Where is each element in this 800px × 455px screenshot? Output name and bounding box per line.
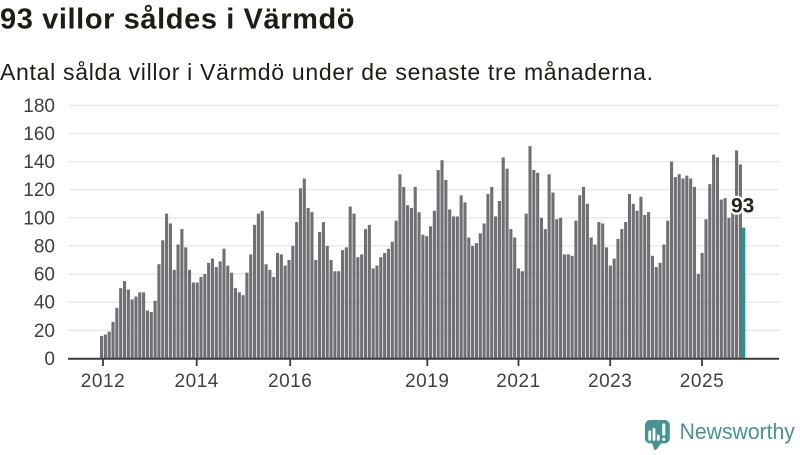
svg-text:2012: 2012 xyxy=(81,371,125,392)
svg-text:2016: 2016 xyxy=(268,371,312,392)
svg-text:80: 80 xyxy=(34,236,55,257)
svg-text:93 villor såldes i Värmdö: 93 villor såldes i Värmdö xyxy=(0,4,355,36)
svg-text:2025: 2025 xyxy=(680,371,724,392)
svg-text:140: 140 xyxy=(23,152,55,173)
svg-text:2021: 2021 xyxy=(496,371,540,392)
svg-text:2023: 2023 xyxy=(588,371,632,392)
svg-text:0: 0 xyxy=(44,349,55,370)
svg-text:100: 100 xyxy=(23,208,55,229)
svg-text:120: 120 xyxy=(23,180,55,201)
svg-text:160: 160 xyxy=(23,124,55,145)
svg-text:Newsworthy: Newsworthy xyxy=(680,419,796,444)
svg-text:40: 40 xyxy=(34,293,55,314)
svg-text:20: 20 xyxy=(34,321,55,342)
svg-text:2014: 2014 xyxy=(174,371,218,392)
svg-text:2019: 2019 xyxy=(405,371,449,392)
svg-text:Antal sålda villor i Värmdö un: Antal sålda villor i Värmdö under de sen… xyxy=(0,59,654,85)
svg-text:60: 60 xyxy=(34,265,55,286)
svg-text:93: 93 xyxy=(731,195,754,218)
svg-text:180: 180 xyxy=(23,96,55,117)
